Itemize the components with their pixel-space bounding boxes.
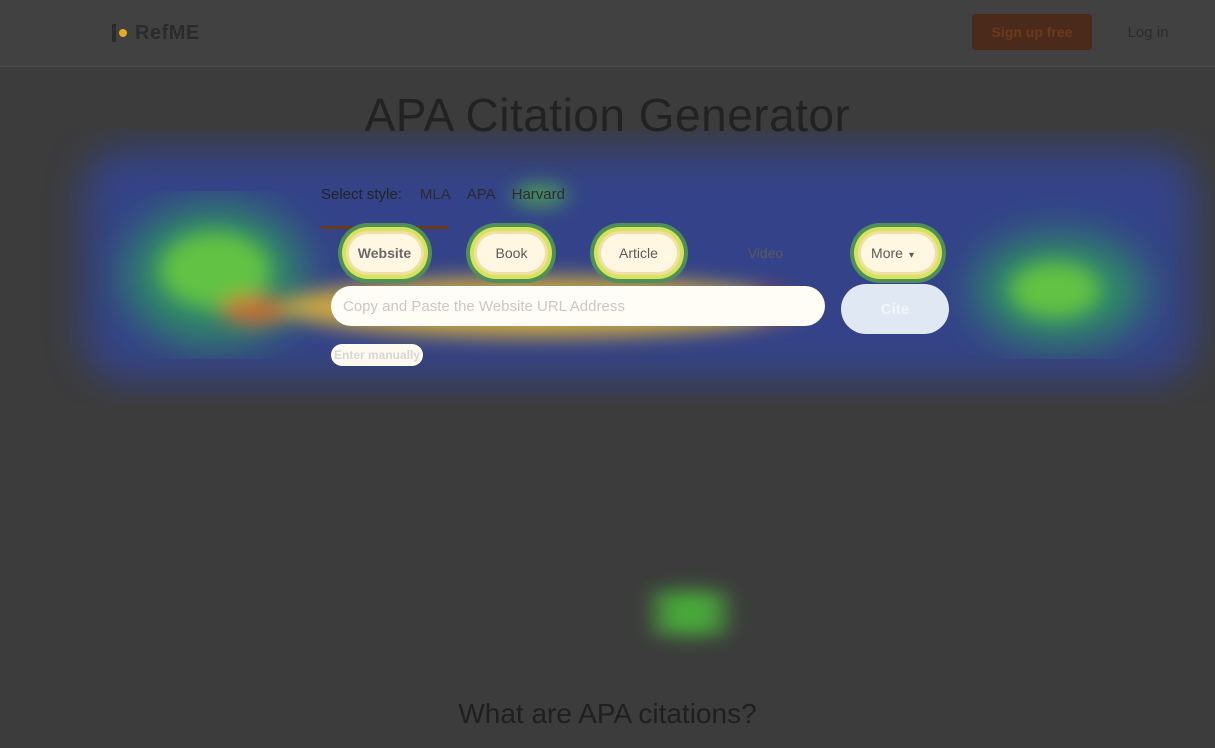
tab-video[interactable]: Video (747, 245, 784, 261)
active-tab-indicator (321, 226, 448, 229)
tab-article[interactable]: Article (619, 245, 658, 261)
cite-button[interactable]: Cite (841, 284, 949, 334)
source-tabs: Website Book Article Video More ▾ (321, 240, 961, 266)
tab-highlight (861, 234, 935, 272)
enter-manually-link[interactable]: Enter manually (331, 344, 423, 366)
refme-logo-icon (112, 24, 127, 42)
tab-more[interactable]: More ▾ (829, 240, 956, 266)
style-option-harvard[interactable]: Harvard (511, 185, 565, 203)
logo[interactable]: RefME (112, 20, 200, 46)
tab-highlight (477, 234, 545, 272)
logo-text: RefME (135, 21, 200, 44)
style-option-mla[interactable]: MLA (419, 185, 451, 203)
tab-book[interactable]: Book (495, 245, 528, 261)
style-selector-label: Select style: (321, 185, 402, 203)
url-input[interactable] (331, 286, 825, 326)
page-title: APA Citation Generator (364, 89, 851, 141)
style-option-apa[interactable]: APA (466, 185, 496, 203)
tab-highlight (349, 234, 421, 272)
tab-website[interactable]: Website (357, 245, 412, 261)
login-link[interactable]: Log in (1127, 23, 1169, 41)
signup-button[interactable]: Sign up free (972, 14, 1092, 50)
chevron-down-icon: ▾ (908, 250, 914, 261)
tab-highlight (601, 234, 677, 272)
section-heading: What are APA citations? (458, 698, 757, 729)
top-navbar: RefME Sign up free Log in (0, 0, 1215, 67)
style-selector: Select style: MLA APA Harvard (321, 182, 569, 206)
citation-form: Website Book Article Video More ▾ Cite En… (321, 226, 961, 376)
tab-more-label: More (871, 245, 903, 261)
